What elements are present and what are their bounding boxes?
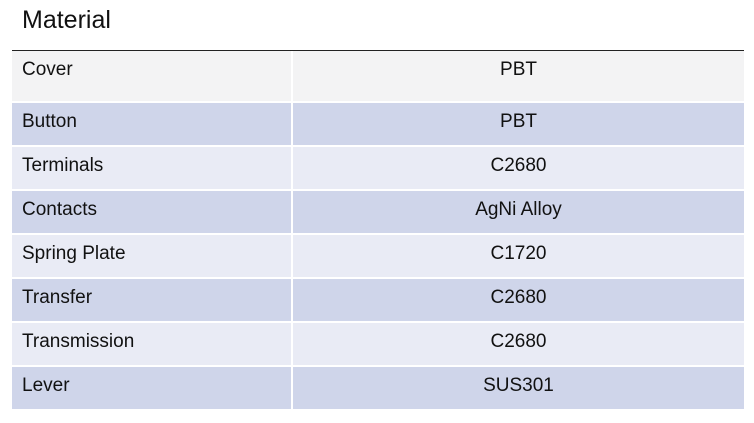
material-cell: C2680 <box>293 279 744 321</box>
part-cell: Transmission <box>12 323 293 365</box>
part-cell: Cover <box>12 51 293 101</box>
table-row: Transfer C2680 <box>12 279 744 323</box>
table-row: Contacts AgNi Alloy <box>12 191 744 235</box>
part-cell: Terminals <box>12 147 293 189</box>
part-cell: Spring Plate <box>12 235 293 277</box>
material-cell: PBT <box>293 51 744 101</box>
part-cell: Transfer <box>12 279 293 321</box>
table-row: Cover PBT <box>12 51 744 103</box>
table-row: Spring Plate C1720 <box>12 235 744 279</box>
material-cell: C2680 <box>293 323 744 365</box>
table-row: Button PBT <box>12 103 744 147</box>
table-row: Terminals C2680 <box>12 147 744 191</box>
material-cell: SUS301 <box>293 367 744 409</box>
table-row: Transmission C2680 <box>12 323 744 367</box>
part-cell: Lever <box>12 367 293 409</box>
material-cell: C2680 <box>293 147 744 189</box>
table-row: Lever SUS301 <box>12 367 744 411</box>
material-cell: AgNi Alloy <box>293 191 744 233</box>
material-cell: PBT <box>293 103 744 145</box>
title: Material <box>22 6 111 34</box>
material-table: Cover PBT Button PBT Terminals C2680 Contacts A… <box>12 50 744 411</box>
material-cell: C1720 <box>293 235 744 277</box>
part-cell: Contacts <box>12 191 293 233</box>
part-cell: Button <box>12 103 293 145</box>
